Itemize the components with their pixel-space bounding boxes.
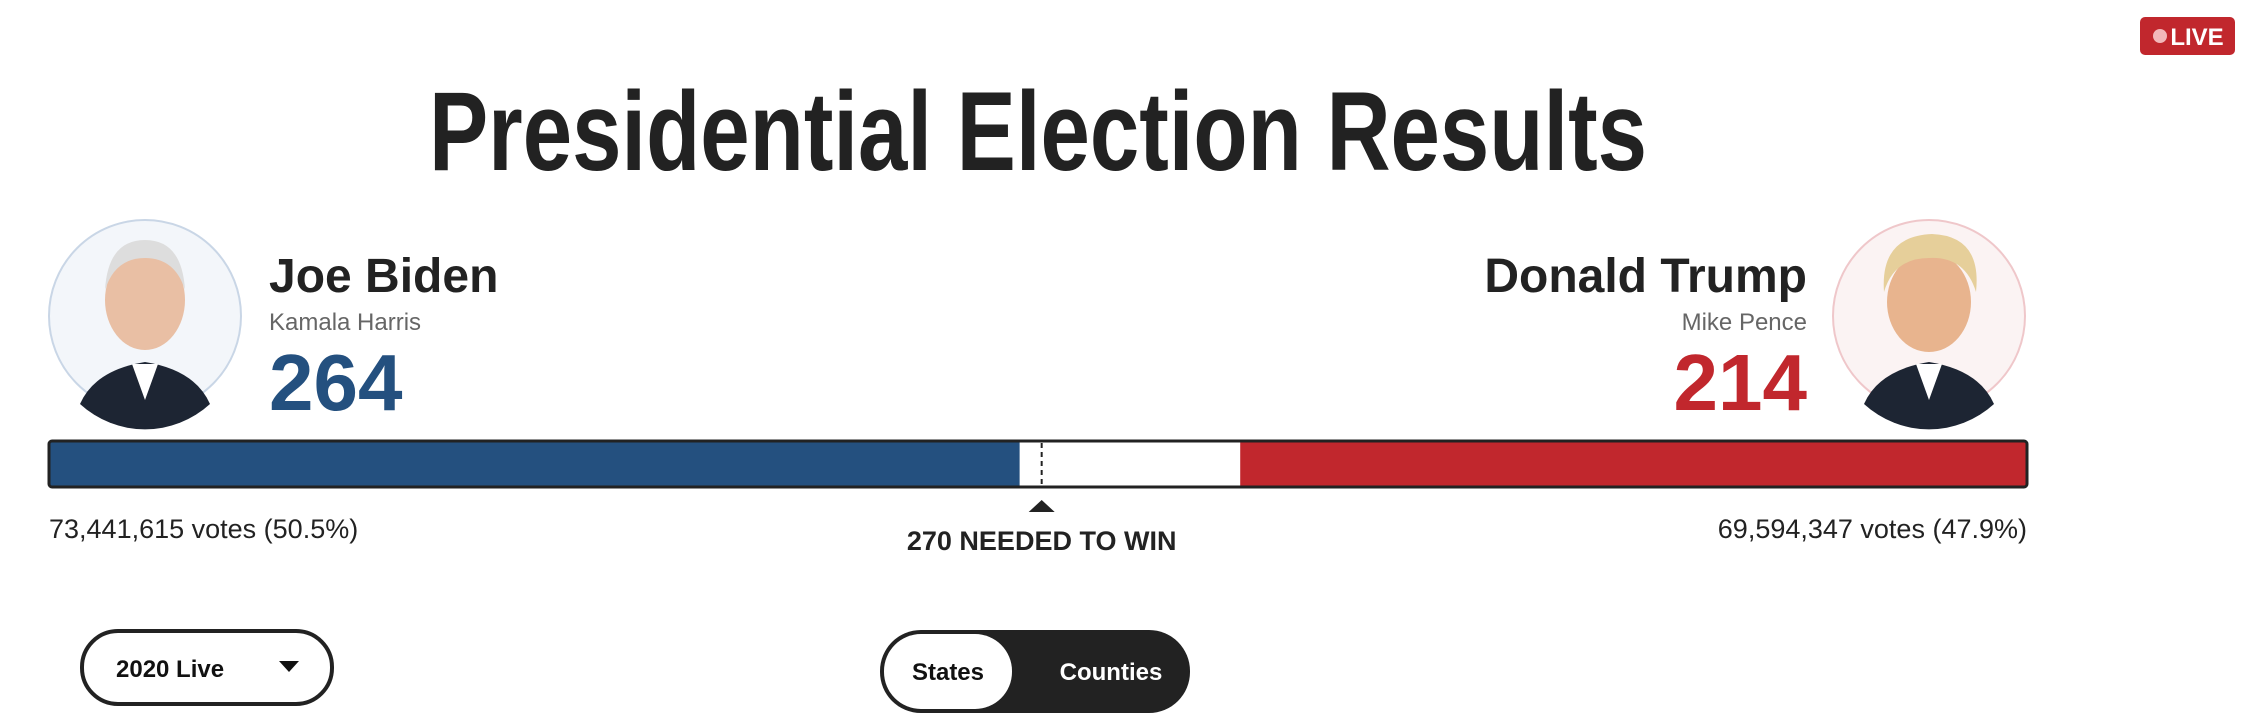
portrait-left: [48, 219, 242, 430]
toggle-option[interactable]: States: [912, 659, 984, 686]
electoral-bar: [47, 439, 2029, 489]
threshold-marker: [1028, 500, 1055, 512]
bar-border: [47, 439, 2029, 489]
view-toggle: States Counties: [880, 630, 1190, 713]
live-label: LIVE: [2170, 24, 2223, 51]
bar-segment: [1240, 441, 2027, 487]
toggle-option[interactable]: Counties: [1060, 659, 1163, 686]
page-title: Presidential Election Results: [429, 69, 1647, 194]
running-mate: Kamala Harris: [269, 309, 421, 336]
portrait-right: [1832, 219, 2026, 430]
electoral-votes: 214: [1674, 338, 1808, 427]
live-badge: [2140, 17, 2235, 55]
bar-segment: [49, 441, 1020, 487]
electoral-votes: 264: [269, 338, 403, 427]
toggle-active[interactable]: [884, 634, 1012, 709]
dropdown-arrow: [279, 661, 299, 672]
threshold-label: 270 NEEDED TO WIN: [907, 526, 1177, 556]
running-mate: Mike Pence: [1682, 309, 1807, 336]
dropdown-label: 2020 Live: [116, 656, 224, 683]
year-dropdown[interactable]: 2020 Live: [80, 629, 334, 706]
popular-votes: 73,441,615 votes (50.5%): [49, 514, 358, 544]
candidate-name: Joe Biden: [269, 250, 498, 303]
live-dot: [2153, 29, 2167, 43]
popular-votes: 69,594,347 votes (47.9%): [1718, 514, 2027, 544]
candidate-name: Donald Trump: [1484, 250, 1807, 303]
